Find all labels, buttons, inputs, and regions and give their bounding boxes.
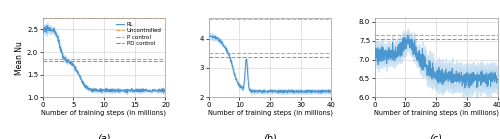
- X-axis label: Number of training steps (in millions): Number of training steps (in millions): [374, 110, 498, 116]
- X-axis label: Number of training steps (in millions): Number of training steps (in millions): [42, 110, 166, 116]
- Y-axis label: Mean Nu: Mean Nu: [15, 41, 24, 75]
- Text: (b): (b): [263, 134, 277, 139]
- Text: (a): (a): [97, 134, 110, 139]
- X-axis label: Number of training steps (in millions): Number of training steps (in millions): [208, 110, 332, 116]
- Legend: RL, Uncontrolled, P control, PD control: RL, Uncontrolled, P control, PD control: [115, 21, 162, 47]
- Text: (c): (c): [430, 134, 442, 139]
